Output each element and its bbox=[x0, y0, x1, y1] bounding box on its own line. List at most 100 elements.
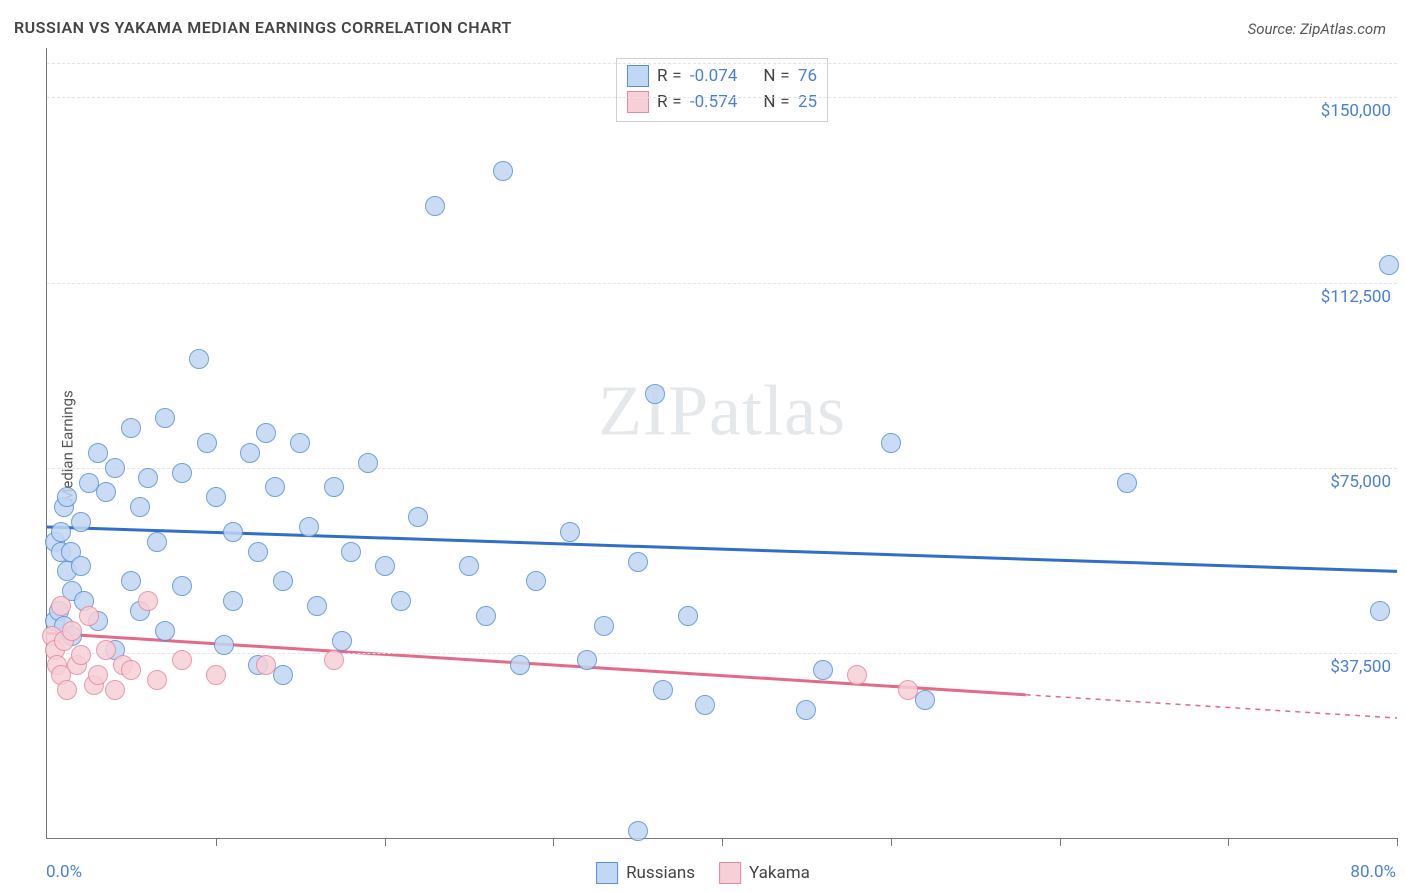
correlation-stats-box: R = -0.074 N = 76 R = -0.574 N = 25 bbox=[616, 58, 828, 122]
y-tick-label: $112,500 bbox=[1321, 287, 1391, 307]
data-point bbox=[290, 433, 310, 453]
data-point bbox=[1379, 255, 1399, 275]
data-point bbox=[172, 463, 192, 483]
swatch-pink bbox=[627, 91, 649, 113]
data-point bbox=[121, 660, 141, 680]
data-point bbox=[459, 556, 479, 576]
data-point bbox=[79, 606, 99, 626]
data-point bbox=[796, 700, 816, 720]
data-point bbox=[172, 650, 192, 670]
data-point bbox=[391, 591, 411, 611]
data-point bbox=[121, 571, 141, 591]
data-point bbox=[256, 423, 276, 443]
trend-line-extrapolated bbox=[1026, 695, 1397, 718]
y-tick-label: $75,000 bbox=[1330, 472, 1391, 492]
data-point bbox=[88, 665, 108, 685]
watermark: ZIPatlas bbox=[598, 370, 846, 453]
y-tick-label: $150,000 bbox=[1321, 101, 1391, 121]
x-axis-min-label: 0.0% bbox=[46, 862, 82, 882]
data-point bbox=[915, 690, 935, 710]
data-point bbox=[526, 571, 546, 591]
data-point bbox=[307, 596, 327, 616]
chart-title: RUSSIAN VS YAKAMA MEDIAN EARNINGS CORREL… bbox=[14, 18, 512, 37]
data-point bbox=[71, 512, 91, 532]
data-point bbox=[138, 591, 158, 611]
data-point bbox=[695, 695, 715, 715]
stats-row-russians: R = -0.074 N = 76 bbox=[627, 63, 817, 89]
stats-row-yakama: R = -0.574 N = 25 bbox=[627, 89, 817, 115]
data-point bbox=[628, 821, 648, 841]
data-point bbox=[493, 161, 513, 181]
x-tick bbox=[1228, 838, 1229, 846]
data-point bbox=[214, 635, 234, 655]
data-point bbox=[358, 453, 378, 473]
data-point bbox=[206, 665, 226, 685]
data-point bbox=[147, 670, 167, 690]
gridline bbox=[47, 653, 1397, 654]
data-point bbox=[847, 665, 867, 685]
data-point bbox=[96, 640, 116, 660]
data-point bbox=[299, 517, 319, 537]
x-tick bbox=[1060, 838, 1061, 846]
swatch-blue bbox=[596, 862, 618, 884]
gridline bbox=[47, 63, 1397, 64]
data-point bbox=[51, 522, 71, 542]
data-point bbox=[273, 571, 293, 591]
data-point bbox=[105, 458, 125, 478]
data-point bbox=[408, 507, 428, 527]
swatch-pink bbox=[719, 862, 741, 884]
data-point bbox=[57, 680, 77, 700]
legend-item-russians: Russians bbox=[596, 862, 695, 884]
y-tick-label: $37,500 bbox=[1330, 657, 1391, 677]
data-point bbox=[476, 606, 496, 626]
x-tick bbox=[216, 838, 217, 846]
swatch-blue bbox=[627, 65, 649, 87]
data-point bbox=[88, 443, 108, 463]
data-point bbox=[223, 591, 243, 611]
data-point bbox=[375, 556, 395, 576]
data-point bbox=[206, 487, 226, 507]
data-point bbox=[197, 433, 217, 453]
data-point bbox=[96, 482, 116, 502]
trend-line bbox=[47, 633, 1026, 695]
data-point bbox=[71, 556, 91, 576]
data-point bbox=[248, 542, 268, 562]
data-point bbox=[594, 616, 614, 636]
data-point bbox=[341, 542, 361, 562]
data-point bbox=[881, 433, 901, 453]
data-point bbox=[1370, 601, 1390, 621]
data-point bbox=[155, 408, 175, 428]
data-point bbox=[332, 631, 352, 651]
data-point bbox=[130, 497, 150, 517]
data-point bbox=[577, 650, 597, 670]
data-point bbox=[57, 487, 77, 507]
data-point bbox=[71, 645, 91, 665]
data-point bbox=[265, 477, 285, 497]
data-point bbox=[51, 596, 71, 616]
gridline bbox=[47, 97, 1397, 98]
data-point bbox=[813, 660, 833, 680]
data-point bbox=[189, 349, 209, 369]
data-point bbox=[62, 621, 82, 641]
data-point bbox=[653, 680, 673, 700]
x-tick bbox=[722, 838, 723, 846]
data-point bbox=[172, 576, 192, 596]
gridline bbox=[47, 468, 1397, 469]
data-point bbox=[628, 552, 648, 572]
data-point bbox=[324, 650, 344, 670]
data-point bbox=[121, 418, 141, 438]
data-point bbox=[898, 680, 918, 700]
data-point bbox=[324, 477, 344, 497]
data-point bbox=[155, 621, 175, 641]
x-tick bbox=[891, 838, 892, 846]
data-point bbox=[510, 655, 530, 675]
data-point bbox=[256, 655, 276, 675]
data-point bbox=[645, 384, 665, 404]
source-label: Source: ZipAtlas.com bbox=[1248, 20, 1386, 38]
data-point bbox=[1117, 473, 1137, 493]
data-point bbox=[560, 522, 580, 542]
data-point bbox=[240, 443, 260, 463]
x-tick bbox=[385, 838, 386, 846]
data-point bbox=[138, 468, 158, 488]
x-tick bbox=[1397, 838, 1398, 846]
